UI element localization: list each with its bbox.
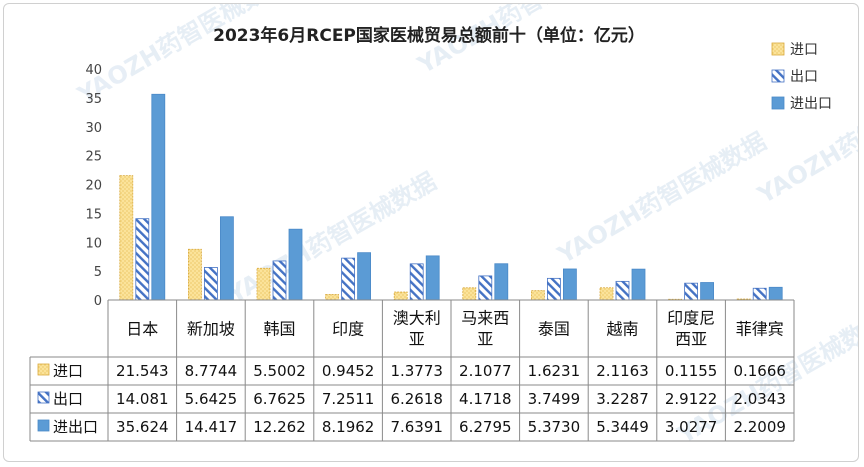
category-label: 新加坡 bbox=[187, 320, 235, 339]
bar-hatch bbox=[341, 257, 356, 301]
data-label: 5.3730 bbox=[528, 418, 581, 436]
data-label: 5.5002 bbox=[253, 362, 306, 380]
data-label: 0.9452 bbox=[322, 362, 375, 380]
category-label: 西亚 bbox=[675, 330, 707, 349]
bar-dots bbox=[462, 287, 477, 301]
watermark-text: YAOZH药智医械数据 bbox=[72, 4, 291, 110]
chart: YAOZH药智医械数据 YAOZH药智医械数据YAOZH药智医械数据YAOZH药智… bbox=[29, 4, 859, 450]
data-label: 5.3449 bbox=[596, 418, 649, 436]
bar-solid bbox=[288, 228, 303, 301]
chart-title: 2023年6月RCEP国家医械贸易总额前十（单位：亿元） bbox=[213, 25, 645, 46]
data-label: 8.1962 bbox=[322, 418, 375, 436]
bar-hatch bbox=[203, 267, 218, 301]
category-label: 亚 bbox=[477, 330, 493, 349]
watermark-text: YAOZH药智医械数据 bbox=[552, 127, 771, 270]
data-label: 1.6231 bbox=[528, 362, 581, 380]
bar-dots bbox=[599, 287, 614, 301]
y-tick-label: 5 bbox=[94, 265, 102, 280]
category-label: 马来西 bbox=[461, 309, 509, 328]
bar-hatch bbox=[478, 275, 493, 301]
row-series-name: 进口 bbox=[53, 362, 83, 380]
data-label: 2.2009 bbox=[733, 418, 786, 436]
bar-dots bbox=[325, 294, 340, 301]
data-label: 21.543 bbox=[116, 362, 169, 380]
category-label: 日本 bbox=[126, 320, 158, 339]
bar-hatch bbox=[272, 260, 287, 301]
y-tick-label: 0 bbox=[94, 294, 102, 309]
data-label: 14.081 bbox=[116, 390, 169, 408]
data-label: 3.7499 bbox=[528, 390, 581, 408]
bar-hatch bbox=[752, 287, 767, 301]
bar-solid bbox=[768, 286, 783, 301]
chart-frame: YAOZH药智医械数据 YAOZH药智医械数据 YAOZH药智医械数据 YAOZH药智… bbox=[3, 3, 859, 462]
category-label: 澳大利 bbox=[393, 309, 441, 328]
bar-dots bbox=[187, 248, 202, 301]
bar-dots bbox=[119, 175, 134, 301]
row-legend-swatch bbox=[37, 419, 50, 432]
legend-swatch bbox=[771, 69, 785, 83]
category-label: 印度尼 bbox=[667, 309, 715, 328]
y-tick-label: 40 bbox=[85, 63, 102, 78]
data-label: 0.1666 bbox=[733, 362, 786, 380]
watermark-text: YAOZH药智医械数据 bbox=[222, 167, 441, 310]
data-label: 12.262 bbox=[253, 418, 306, 436]
bar-dots bbox=[393, 291, 408, 301]
bar-solid bbox=[425, 255, 440, 301]
category-label: 亚 bbox=[409, 330, 425, 349]
category-label: 印度 bbox=[332, 320, 364, 339]
data-label: 7.2511 bbox=[322, 390, 375, 408]
bar-hatch bbox=[135, 218, 150, 301]
category-label: 韩国 bbox=[263, 320, 295, 339]
bar-hatch bbox=[547, 277, 561, 301]
row-legend-swatch bbox=[37, 391, 50, 404]
bar-hatch bbox=[615, 280, 630, 301]
data-label: 1.3773 bbox=[390, 362, 443, 380]
bar-solid bbox=[494, 263, 509, 301]
row-series-name: 出口 bbox=[53, 390, 83, 408]
data-label: 7.6391 bbox=[390, 418, 443, 436]
legend-label: 进口 bbox=[790, 42, 818, 58]
y-tick-label: 25 bbox=[85, 150, 102, 165]
bar-hatch bbox=[409, 263, 424, 301]
row-series-name: 进出口 bbox=[53, 418, 98, 436]
data-label: 6.7625 bbox=[253, 390, 306, 408]
y-tick-label: 20 bbox=[85, 179, 102, 194]
bar-dots bbox=[256, 267, 271, 301]
data-label: 35.624 bbox=[116, 418, 169, 436]
category-label: 泰国 bbox=[538, 320, 570, 339]
data-label: 0.1155 bbox=[665, 362, 718, 380]
data-label: 8.7744 bbox=[185, 362, 238, 380]
data-label: 2.1077 bbox=[459, 362, 512, 380]
bar-dots bbox=[531, 290, 545, 301]
y-tick-label: 35 bbox=[85, 92, 102, 107]
y-tick-label: 10 bbox=[85, 236, 102, 251]
data-label: 6.2618 bbox=[390, 390, 443, 408]
legend-swatch bbox=[771, 42, 785, 56]
bar-solid bbox=[357, 252, 372, 301]
category-label: 菲律宾 bbox=[736, 320, 784, 339]
data-label: 6.2795 bbox=[459, 418, 512, 436]
bar-hatch bbox=[684, 282, 698, 301]
legend-label: 进出口 bbox=[790, 96, 832, 112]
y-tick-label: 15 bbox=[85, 207, 102, 222]
bar-solid bbox=[563, 268, 577, 301]
data-label: 2.9122 bbox=[665, 390, 718, 408]
data-label: 2.0343 bbox=[733, 390, 786, 408]
data-label: 5.6425 bbox=[185, 390, 238, 408]
bar-solid bbox=[151, 93, 166, 301]
watermark-text: YAOZH药智医械数据 bbox=[752, 67, 859, 210]
data-label: 3.2287 bbox=[596, 390, 649, 408]
bar-solid bbox=[700, 282, 714, 301]
bar-solid bbox=[219, 216, 234, 301]
y-tick-label: 30 bbox=[85, 121, 102, 136]
data-label: 4.1718 bbox=[459, 390, 512, 408]
legend-label: 出口 bbox=[790, 69, 818, 85]
legend-swatch bbox=[771, 96, 785, 110]
bar-solid bbox=[631, 268, 646, 301]
category-label: 越南 bbox=[606, 320, 638, 339]
row-legend-swatch bbox=[37, 363, 50, 376]
data-label: 2.1163 bbox=[596, 362, 649, 380]
data-label: 14.417 bbox=[185, 418, 238, 436]
data-label: 3.0277 bbox=[665, 418, 718, 436]
